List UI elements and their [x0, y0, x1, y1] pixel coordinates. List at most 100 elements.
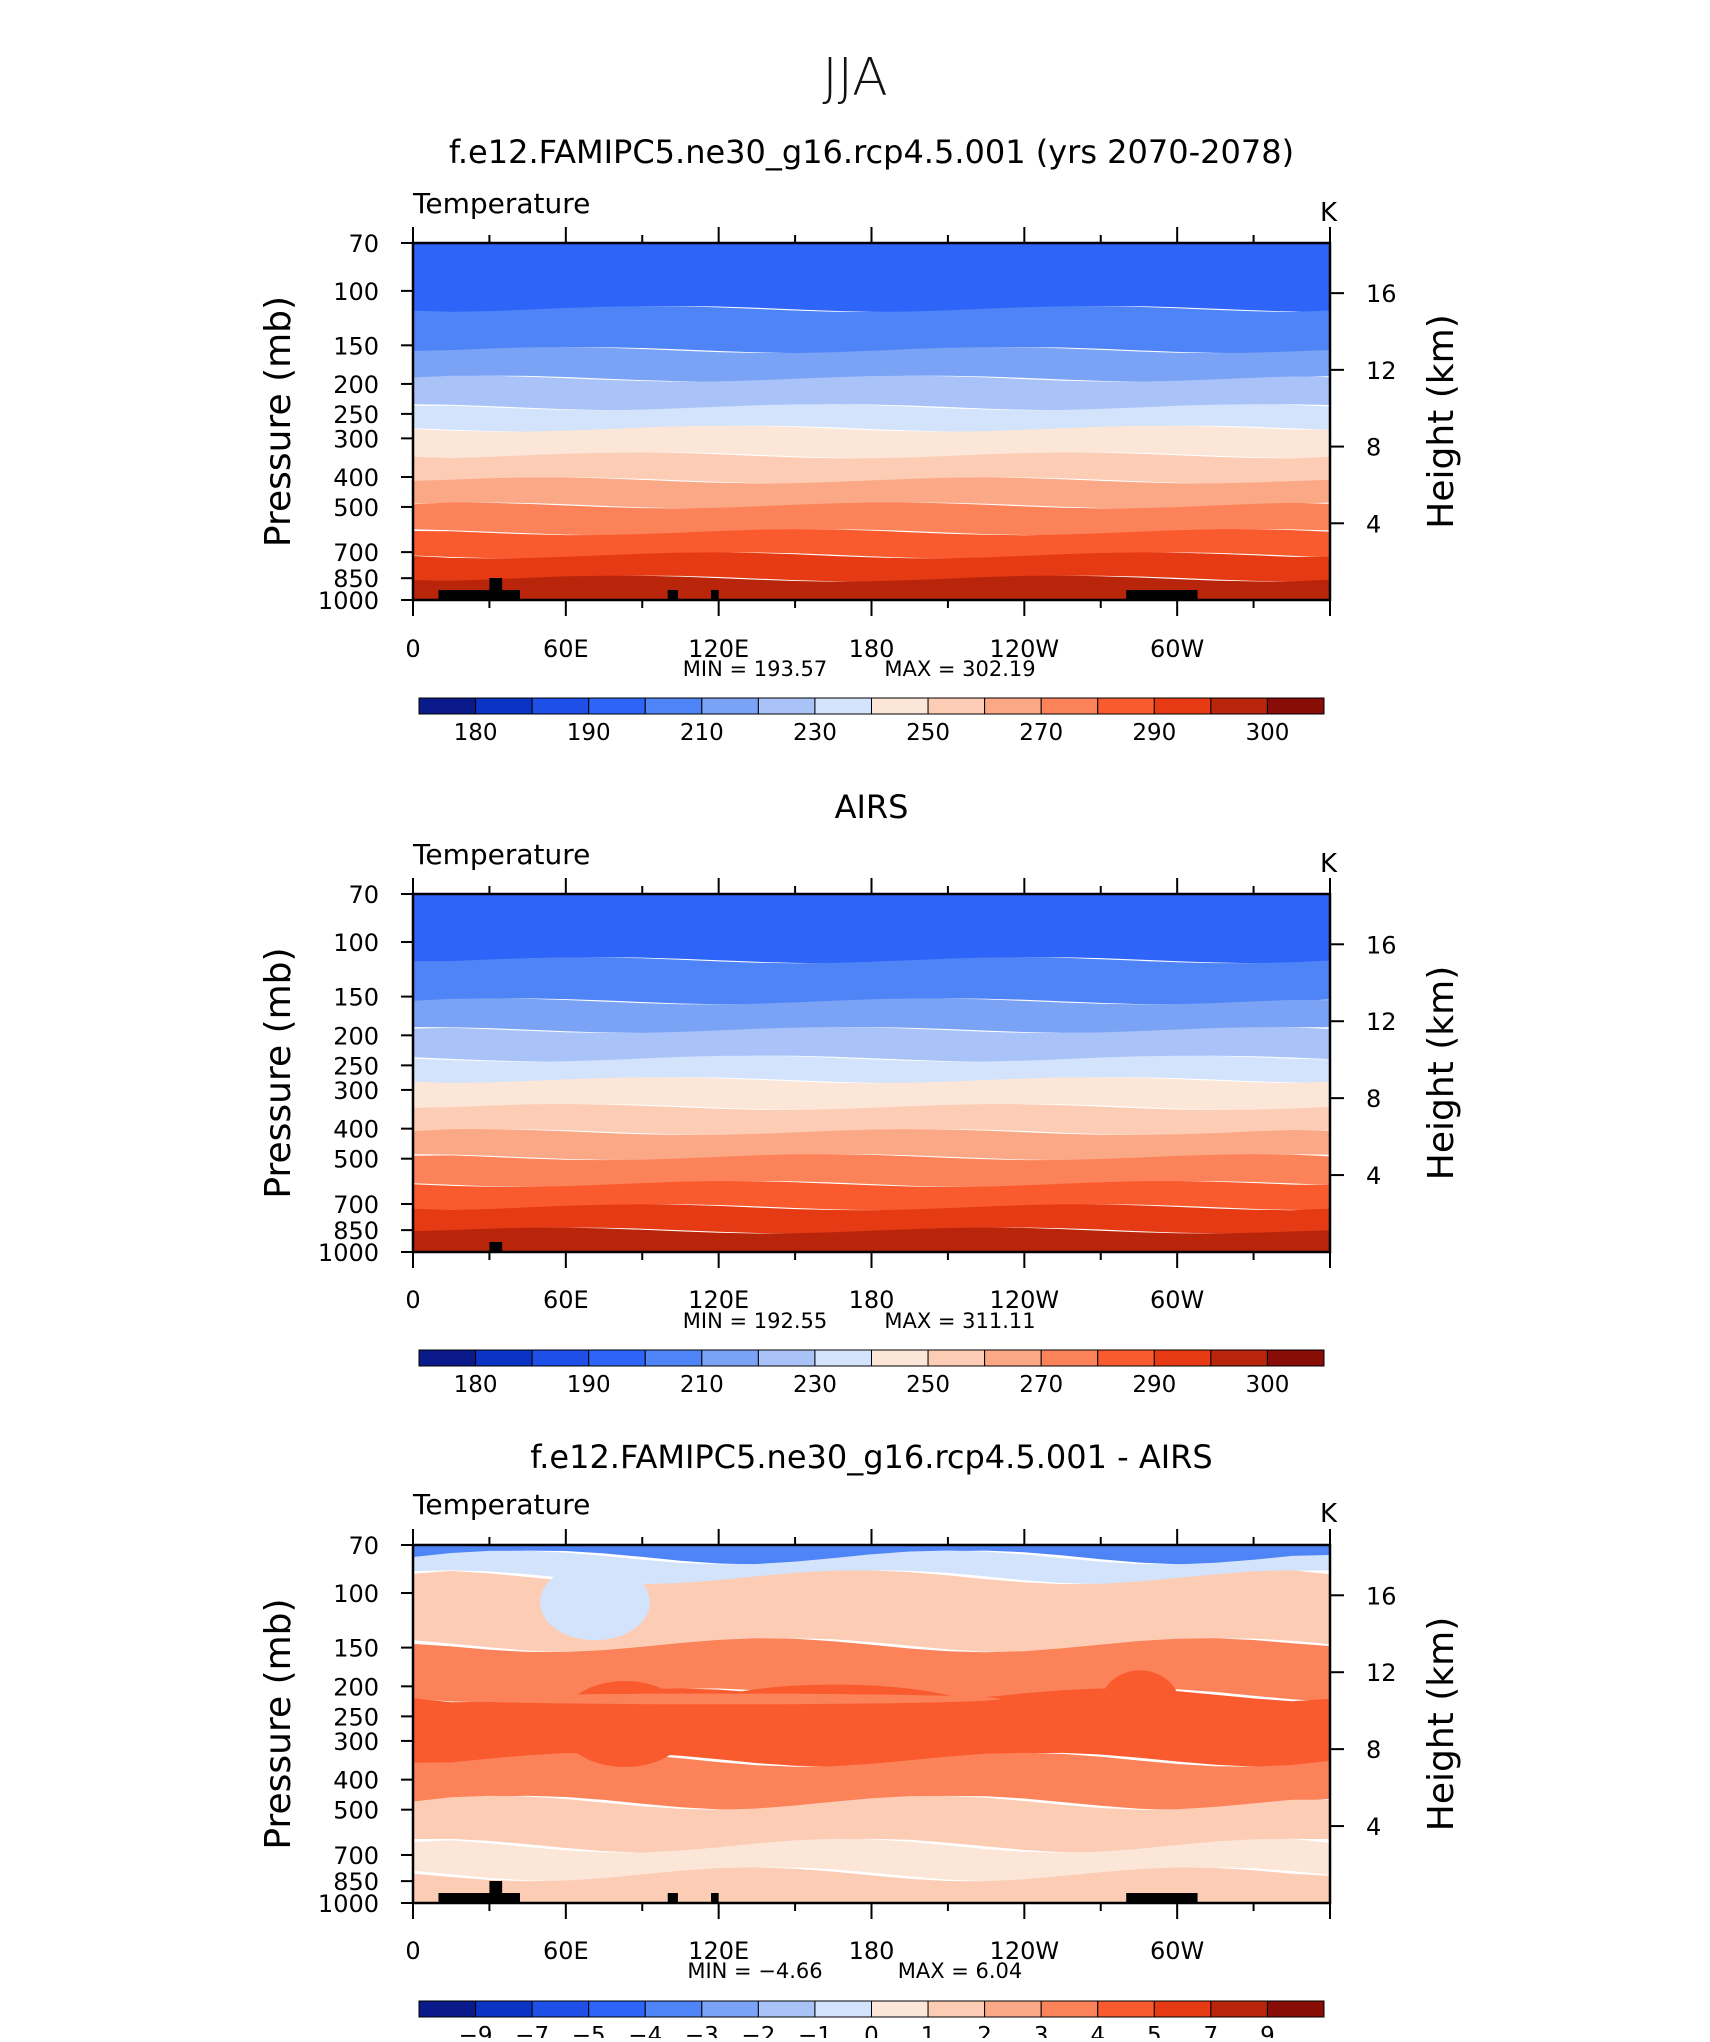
- y-tick-label: 400: [333, 464, 379, 492]
- y2-tick-label: 12: [1366, 1659, 1397, 1687]
- contour-band: [413, 1838, 1330, 1882]
- contour-band: [413, 375, 1330, 411]
- y-tick-label: 850: [333, 1868, 379, 1896]
- colorbar-label: −7: [515, 2023, 549, 2038]
- land-block: [438, 590, 520, 600]
- y2-tick-label: 4: [1366, 1813, 1381, 1841]
- colorbar-box: [984, 2000, 1042, 2018]
- contour-band: [413, 425, 1330, 459]
- topography: [489, 1242, 503, 1252]
- colorbar-label: 7: [1204, 2023, 1219, 2038]
- contour-band: [413, 243, 1330, 312]
- anomaly-patch: [440, 1693, 1000, 1705]
- land-block: [711, 1893, 719, 1903]
- contour-fill: [413, 894, 1330, 1252]
- panel-title: AIRS: [835, 788, 909, 826]
- colorbar-label: 230: [793, 720, 837, 746]
- x-tick-label: 60W: [1150, 1286, 1204, 1314]
- y-tick-label: 300: [333, 425, 379, 453]
- contour-fill: [413, 1545, 1330, 1903]
- colorbar-box: [475, 1349, 533, 1367]
- colorbar-box: [588, 697, 646, 715]
- max-label: MAX = 302.19: [884, 657, 1035, 681]
- colorbar-label: 230: [793, 1372, 837, 1398]
- colorbar-box: [814, 2000, 872, 2018]
- contour-band: [413, 1867, 1330, 1903]
- y2-tick-label: 4: [1366, 510, 1381, 538]
- y-tick-label: 1000: [318, 1890, 379, 1918]
- colorbar-box: [871, 2000, 929, 2018]
- x-tick-label: 120W: [990, 635, 1060, 663]
- colorbar-box: [418, 697, 477, 715]
- colorbar-label: 190: [567, 720, 611, 746]
- y-tick-label: 300: [333, 1728, 379, 1756]
- colorbar-label: 1: [921, 2023, 936, 2038]
- colorbar-box: [1040, 697, 1099, 715]
- colorbar-box: [1266, 1349, 1325, 1367]
- colorbar-box: [984, 697, 1042, 715]
- colorbar-box: [1266, 697, 1325, 715]
- colorbar-label: 5: [1147, 2023, 1162, 2038]
- x-tick-label: 120E: [688, 635, 749, 663]
- y-tick-label: 70: [348, 881, 379, 909]
- colorbar-label: 250: [906, 720, 950, 746]
- y-tick-label: 250: [333, 401, 379, 429]
- y-tick-label: 700: [333, 539, 379, 567]
- variable-label: Temperature: [412, 838, 590, 871]
- y-tick-label: 100: [333, 1580, 379, 1608]
- colorbar-label: 4: [1090, 2023, 1105, 2038]
- y-tick-label: 150: [333, 1635, 379, 1663]
- colorbar-box: [1153, 2000, 1212, 2018]
- variable-label: Temperature: [412, 1488, 590, 1521]
- x-tick-label: 120W: [990, 1286, 1060, 1314]
- contour-band: [413, 502, 1330, 536]
- contour-band: [413, 306, 1330, 354]
- colorbar-box: [588, 1349, 646, 1367]
- colorbar-box: [644, 1349, 703, 1367]
- anomaly-patch: [690, 1684, 980, 1742]
- contour-band: [413, 957, 1330, 1005]
- colorbar-label: −4: [628, 2023, 662, 2038]
- x-tick-label: 120W: [990, 1937, 1060, 1965]
- y-tick-label: 100: [333, 278, 379, 306]
- contour-band: [413, 1227, 1330, 1252]
- land-block: [667, 1893, 678, 1903]
- contour-band: [413, 1055, 1330, 1084]
- y-tick-label: 200: [333, 1022, 379, 1050]
- y2-axis-label: Height (km): [1421, 966, 1462, 1180]
- colorbar-box: [927, 697, 986, 715]
- contour-band: [413, 1154, 1330, 1187]
- x-tick-label: 180: [849, 1286, 895, 1314]
- colorbar-box: [757, 1349, 816, 1367]
- colorbar-box: [757, 697, 816, 715]
- colorbar-box: [927, 1349, 986, 1367]
- colorbar-box: [701, 697, 759, 715]
- y-tick-label: 400: [333, 1116, 379, 1144]
- colorbar-box: [1210, 697, 1268, 715]
- y-tick-label: 100: [333, 929, 379, 957]
- y-tick-label: 850: [333, 1217, 379, 1245]
- contour-band: [413, 1550, 1330, 1585]
- colorbar-box: [701, 1349, 759, 1367]
- y-tick-label: 500: [333, 1797, 379, 1825]
- contour-band: [413, 1077, 1330, 1110]
- contour-band: [413, 404, 1330, 432]
- colorbar-label: 210: [680, 720, 724, 746]
- land-block: [667, 590, 678, 600]
- y2-tick-label: 8: [1366, 434, 1381, 462]
- colorbar-box: [531, 697, 590, 715]
- contour-band: [413, 477, 1330, 509]
- contour-band: [413, 452, 1330, 484]
- y2-tick-label: 8: [1366, 1085, 1381, 1113]
- colorbar-box: [418, 2000, 477, 2018]
- colorbar-box: [588, 2000, 646, 2018]
- y-tick-label: 250: [333, 1703, 379, 1731]
- x-tick-label: 180: [849, 635, 895, 663]
- colorbar-box: [1153, 697, 1212, 715]
- x-tick-label: 60E: [543, 1286, 589, 1314]
- contour-band: [413, 552, 1330, 582]
- panel-1: f.e12.FAMIPC5.ne30_g16.rcp4.5.001 (yrs 2…: [258, 133, 1462, 746]
